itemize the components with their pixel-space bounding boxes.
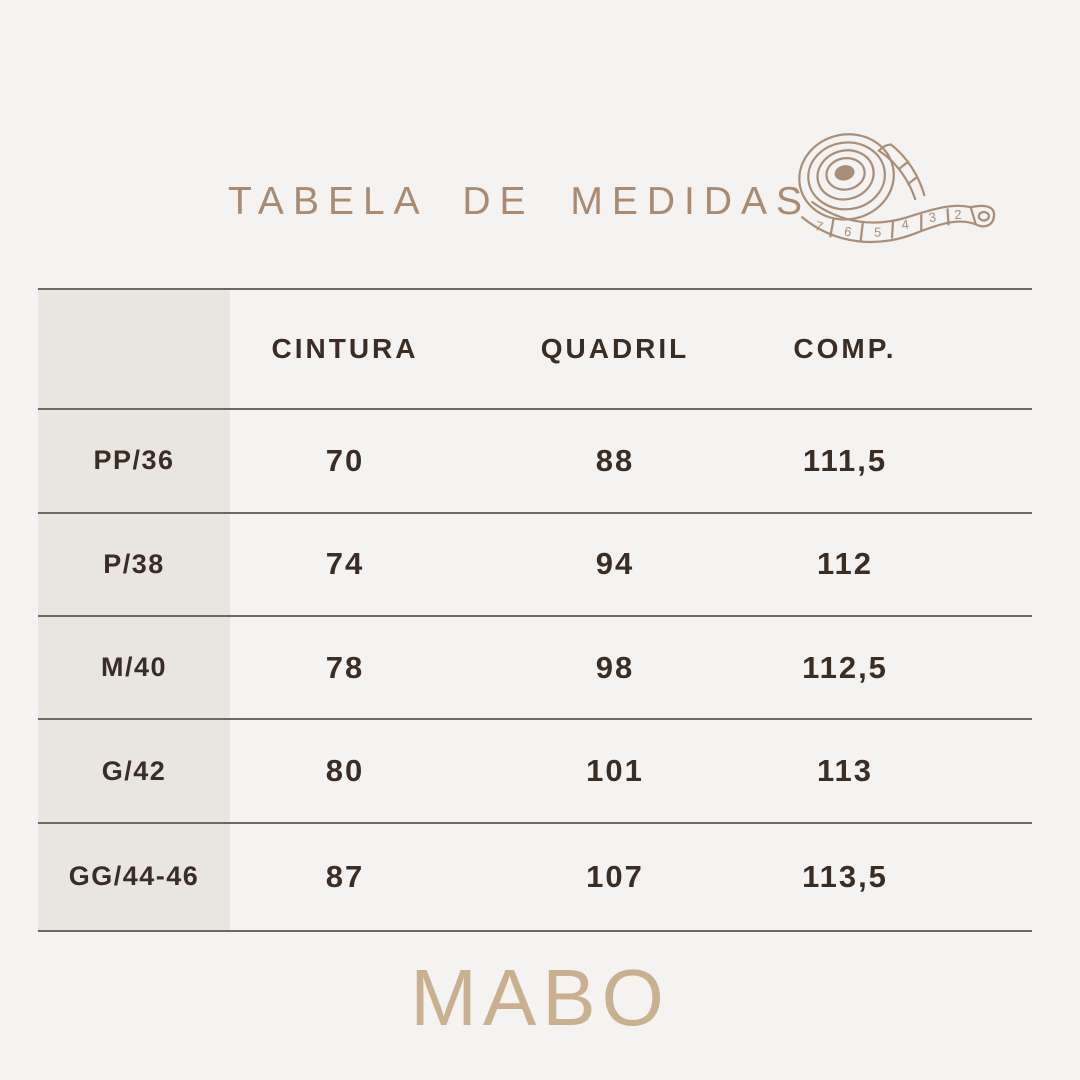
size-label: GG/44-46 [38, 823, 230, 931]
row-spacer [920, 617, 1032, 718]
comp-value: 113 [816, 753, 873, 788]
size-label: P/38 [38, 513, 230, 615]
table-row: G/42 80 101 113 [38, 720, 1032, 824]
size-table: CINTURA QUADRIL COMP. PP/36 70 88 111,5 … [38, 288, 1032, 932]
comp-value: 112,5 [802, 649, 888, 685]
tape-numbers: 7 6 5 4 3 2 [813, 207, 962, 240]
table-row: M/40 78 98 112,5 [38, 616, 1032, 721]
size-label: G/42 [38, 720, 230, 822]
row-spacer [920, 514, 1032, 615]
cintura-value: 80 [325, 753, 365, 788]
size-label: PP/36 [38, 410, 230, 512]
comp-value: 111,5 [802, 442, 888, 478]
header-spacer [920, 290, 1032, 408]
row-spacer [920, 720, 1032, 821]
tape-number: 3 [928, 209, 937, 225]
column-header-cintura: CINTURA [271, 333, 419, 365]
tape-number: 7 [813, 218, 825, 235]
tape-measure-icon: 7 6 5 4 3 2 [798, 133, 996, 244]
cintura-value: 74 [325, 546, 365, 582]
quadril-value: 107 [586, 858, 644, 894]
cintura-value: 87 [325, 858, 365, 894]
table-row: GG/44-46 87 107 113,5 [38, 823, 1032, 931]
comp-value: 113,5 [802, 858, 888, 894]
column-header-quadril: QUADRIL [540, 333, 690, 365]
row-spacer [920, 410, 1032, 511]
tape-number: 4 [900, 216, 909, 232]
quadril-value: 101 [586, 753, 644, 788]
brand-logo: MABO [410, 953, 670, 1042]
size-label: M/40 [38, 616, 230, 719]
quadril-value: 88 [595, 442, 635, 478]
cintura-value: 78 [325, 649, 365, 685]
row-spacer [920, 824, 1032, 930]
table-row: P/38 74 94 112 [38, 513, 1032, 617]
tape-number: 6 [843, 224, 853, 240]
page-title: TABELA DE MEDIDAS [228, 180, 812, 223]
tape-number: 5 [874, 224, 882, 239]
size-column-header [38, 290, 230, 409]
tape-band [801, 201, 996, 244]
tape-coil [798, 133, 895, 221]
table-row: PP/36 70 88 111,5 [38, 410, 1032, 514]
table-header-row: CINTURA QUADRIL COMP. [38, 290, 1032, 411]
column-header-comp: COMP. [793, 333, 897, 365]
quadril-value: 98 [595, 649, 635, 685]
tape-fold [877, 143, 926, 201]
cintura-value: 70 [325, 442, 365, 478]
tape-number: 2 [954, 207, 962, 222]
comp-value: 112 [816, 546, 873, 582]
quadril-value: 94 [595, 546, 635, 582]
